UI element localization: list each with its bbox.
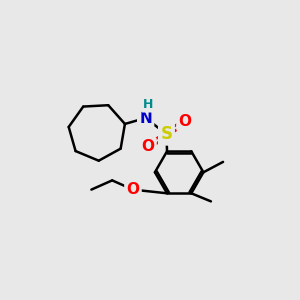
Text: N: N [139, 110, 152, 125]
Text: S: S [160, 125, 172, 143]
Text: O: O [178, 114, 191, 129]
Text: H: H [143, 98, 153, 111]
Text: O: O [127, 182, 140, 197]
Text: O: O [142, 140, 154, 154]
